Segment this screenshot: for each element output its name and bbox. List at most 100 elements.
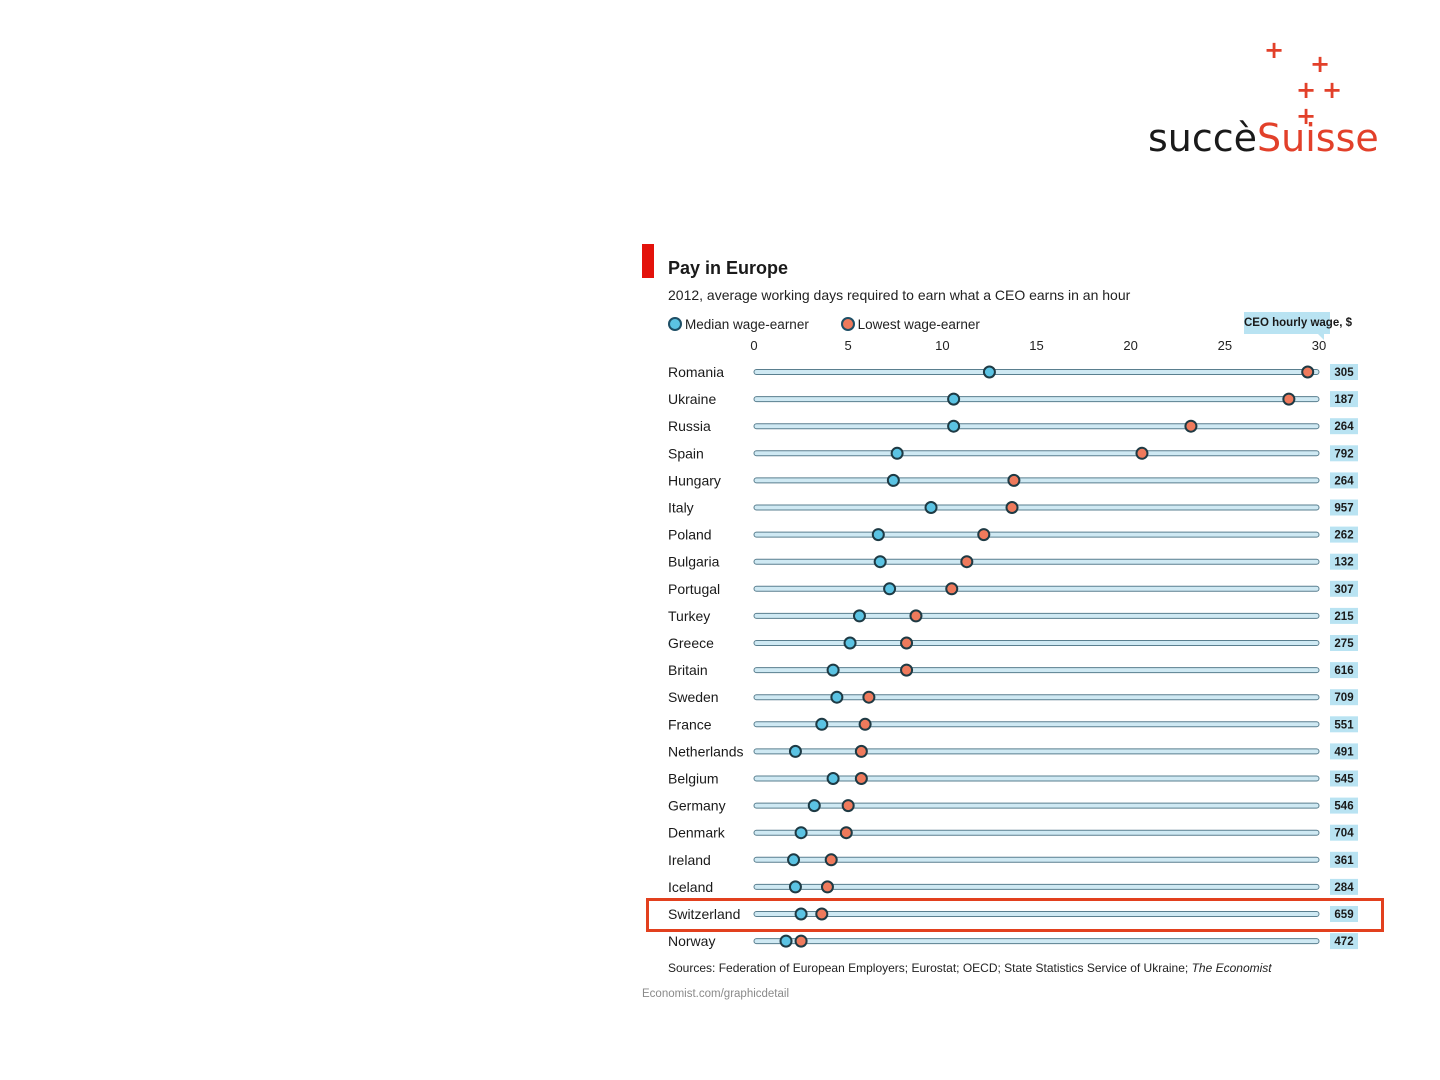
lowest-wage-point [862, 690, 876, 704]
row-track [753, 748, 1320, 755]
chart-title: Pay in Europe [668, 258, 789, 278]
country-label: Italy [668, 500, 694, 516]
median-wage-point [826, 663, 840, 677]
sources-text: Sources: Federation of European Employer… [668, 961, 1189, 975]
ceo-wage-value: 659 [1334, 909, 1353, 921]
row-track [753, 694, 1320, 701]
ceo-wage-box [1330, 472, 1358, 489]
lowest-wage-point [900, 636, 914, 650]
lowest-wage-point [815, 907, 829, 921]
lowest-wage-point [841, 799, 855, 813]
ceo-wage-value: 284 [1334, 882, 1354, 894]
row-track [753, 640, 1320, 646]
chart-legend: Median wage-earner Lowest wage-earner [668, 316, 1008, 332]
ceo-wage-value: 305 [1334, 367, 1354, 379]
chart-figure: Pay in Europe 2012, average working days… [630, 236, 1400, 1016]
ceo-wage-value: 307 [1334, 584, 1353, 596]
ceo-wage-box [1330, 580, 1358, 597]
median-wage-point [788, 744, 802, 758]
country-label: Norway [668, 933, 715, 949]
median-wage-point [871, 528, 885, 542]
row-track [753, 423, 1320, 430]
country-label: Iceland [668, 879, 713, 895]
x-tick-label: 25 [1218, 338, 1232, 353]
row-track [753, 612, 1320, 619]
median-wage-point [788, 880, 802, 894]
ceo-wage-value: 616 [1334, 665, 1353, 677]
country-label: Greece [668, 635, 714, 651]
lowest-wage-point [945, 582, 959, 596]
ceo-wage-value: 957 [1334, 503, 1353, 515]
row-track [753, 477, 1320, 484]
ceo-wage-box [1330, 933, 1358, 950]
ceo-wage-value: 264 [1334, 421, 1354, 433]
row-track [753, 802, 1320, 809]
row-track [753, 883, 1320, 890]
x-tick-label: 5 [845, 338, 852, 353]
row-track [753, 531, 1320, 538]
lowest-wage-point [900, 663, 914, 677]
lowest-wage-point [1184, 419, 1198, 433]
ceo-wage-value: 275 [1334, 638, 1354, 650]
median-wage-point [787, 853, 801, 867]
ceo-wage-value: 551 [1334, 719, 1354, 731]
median-wage-point [815, 717, 829, 731]
lowest-wage-point [820, 880, 834, 894]
ceo-wage-value: 709 [1334, 692, 1353, 704]
x-tick-label: 10 [935, 338, 949, 353]
logo-text-accent: Suisse [1257, 116, 1379, 160]
row-track [753, 504, 1320, 511]
ceo-wage-value: 792 [1334, 448, 1353, 460]
lowest-wage-point [977, 528, 991, 542]
median-wage-point [843, 636, 857, 650]
ceo-wage-box [1330, 906, 1358, 922]
median-wage-point [883, 582, 897, 596]
country-label: Germany [668, 798, 726, 814]
country-label: Turkey [668, 608, 710, 624]
ceo-wage-box [1330, 445, 1358, 462]
median-wage-point [794, 826, 808, 840]
sources-italic-text: The Economist [1191, 961, 1272, 975]
ceo-wage-box [1330, 716, 1358, 733]
legend-swatch-lowest [840, 316, 855, 331]
median-wage-point [873, 555, 887, 569]
plus-icon: + [1322, 76, 1343, 104]
row-track [753, 856, 1320, 863]
ceo-wage-box [1330, 391, 1358, 408]
switzerland-highlight-box [646, 898, 1384, 932]
lowest-wage-point [858, 717, 872, 731]
plus-icon: + [1264, 36, 1285, 64]
row-track [753, 396, 1320, 403]
ceo-wage-value: 215 [1334, 611, 1354, 623]
chart-credit: Economist.com/graphicdetail [642, 988, 790, 1000]
row-track [753, 721, 1320, 728]
country-label: Ukraine [668, 391, 716, 407]
row-track [753, 667, 1320, 674]
ceo-wage-box [1330, 635, 1358, 651]
succesuisse-logo: + + + + + succèSuisse [1140, 36, 1390, 166]
country-label: Romania [668, 364, 724, 380]
row-track [753, 585, 1320, 592]
row-track [753, 938, 1320, 945]
ceo-wage-value: 264 [1334, 475, 1354, 487]
ceo-wage-box [1330, 662, 1358, 679]
ceo-wage-box [1330, 824, 1358, 841]
ceo-wage-column-label: CEO hourly wage, $ [1244, 312, 1352, 340]
ceo-wage-box [1330, 526, 1358, 543]
lowest-wage-point [1301, 365, 1315, 379]
row-track [753, 911, 1320, 917]
country-label: Switzerland [668, 906, 740, 922]
chart-sources: Sources: Federation of European Employer… [668, 961, 1272, 975]
country-label: Sweden [668, 689, 719, 705]
median-wage-point [890, 446, 904, 460]
legend-item-lowest: Lowest wage-earner [840, 316, 980, 332]
legend-label-lowest: Lowest wage-earner [857, 316, 980, 332]
ceo-wage-box [1330, 770, 1358, 787]
plus-icon: + [1310, 50, 1331, 78]
row-track [753, 829, 1320, 836]
lowest-wage-point [854, 772, 868, 785]
chart-plot: 0 5 10 15 20 25 30 Romania 305 Ukraine 187 Russia 26… [668, 338, 1358, 950]
ceo-wage-box [1330, 743, 1358, 760]
lowest-wage-point [909, 609, 923, 623]
